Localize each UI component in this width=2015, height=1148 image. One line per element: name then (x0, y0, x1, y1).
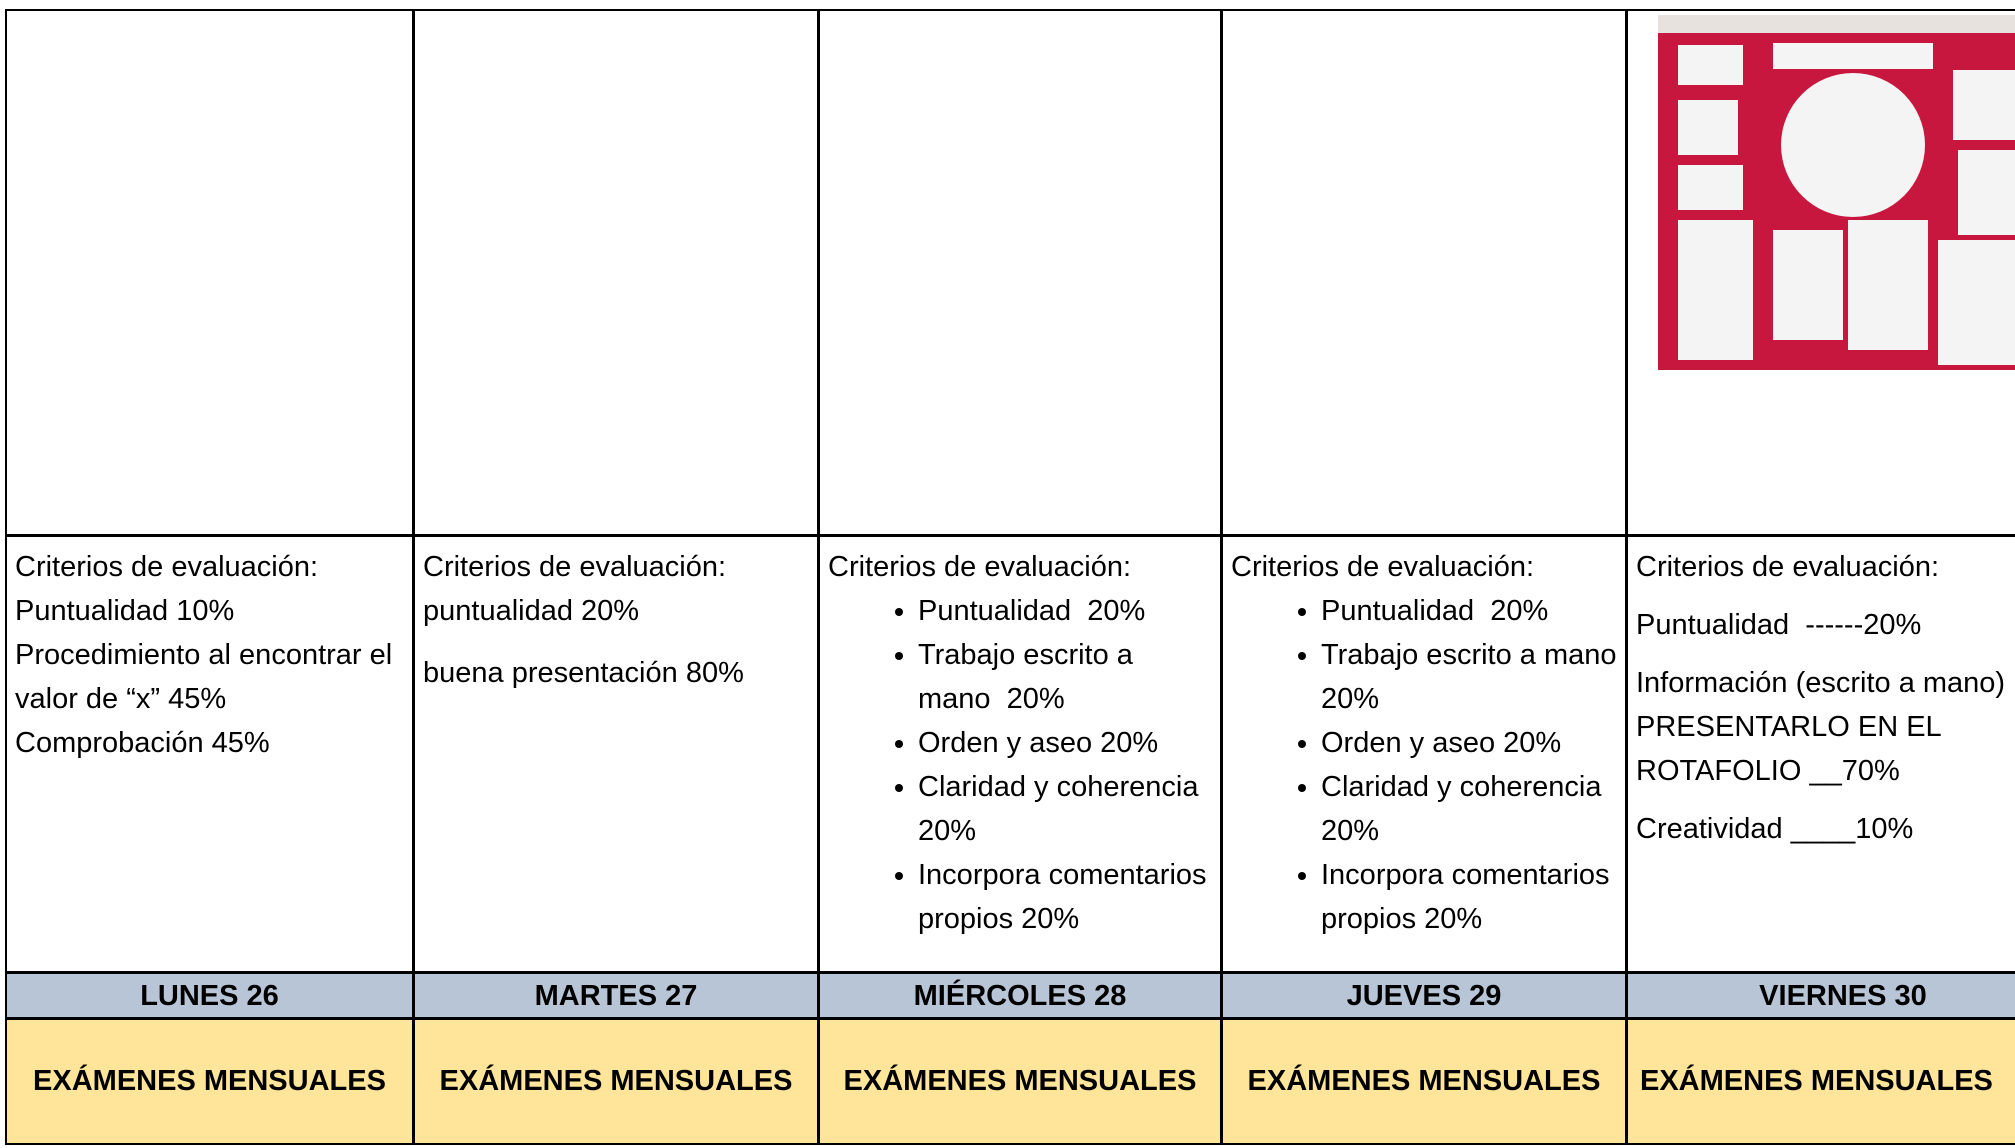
criteria-list: Puntualidad 20%Trabajo escrito a mano 20… (1231, 589, 1617, 941)
image-cell (413, 9, 819, 536)
criteria-item: Trabajo escrito a mano 20% (918, 633, 1212, 721)
criteria-line: Información (escrito a mano) PRESENTARLO… (1636, 667, 2014, 787)
exam-cell: EXÁMENES MENSUALES (5, 1018, 414, 1145)
day-header: VIERNES 30 (1626, 972, 2015, 1019)
criteria-heading: Criterios de evaluación: (828, 551, 1132, 583)
exam-text: EXÁMENES MENSUALES (439, 1065, 793, 1097)
criteria-cell: Criterios de evaluación: Puntualidad ----… (1626, 535, 2015, 973)
criteria-list: Puntualidad 20%Trabajo escrito a mano 20… (828, 589, 1212, 941)
criteria-item: Claridad y coherencia 20% (918, 765, 1212, 853)
criteria-line: Puntualidad 10% (15, 595, 235, 627)
criteria-item: Trabajo escrito a mano 20% (1321, 633, 1617, 721)
day-header: JUEVES 29 (1221, 972, 1627, 1019)
criteria-line: Procedimiento al encontrar el valor de “… (15, 639, 401, 715)
image-cell (5, 9, 414, 536)
day-header: MARTES 27 (413, 972, 819, 1019)
criteria-heading: Criterios de evaluación: (1636, 551, 1940, 583)
exam-text: EXÁMENES MENSUALES (33, 1065, 386, 1097)
criteria-item: Orden y aseo 20% (1321, 721, 1617, 765)
exam-text: EXÁMENES MENSUALES (1640, 1065, 1993, 1097)
criteria-heading: Criterios de evaluación: (15, 551, 319, 583)
exam-cell: EXÁMENES MENSUALES (1626, 1018, 2015, 1145)
criteria-cell: Criterios de evaluación: puntualidad 20% b… (413, 535, 819, 973)
criteria-line: Comprobación 45% (15, 727, 270, 759)
exam-cell: EXÁMENES MENSUALES (818, 1018, 1222, 1145)
exam-cell: EXÁMENES MENSUALES (413, 1018, 819, 1145)
criteria-heading: Criterios de evaluación: (423, 551, 727, 583)
exam-cell: EXÁMENES MENSUALES (1221, 1018, 1627, 1145)
image-cell (1221, 9, 1627, 536)
criteria-line: Puntualidad ------20% (1636, 609, 1922, 641)
criteria-line: puntualidad 20% (423, 595, 640, 627)
criteria-item: Claridad y coherencia 20% (1321, 765, 1617, 853)
criteria-heading: Criterios de evaluación: (1231, 551, 1535, 583)
criteria-cell: Criterios de evaluación: Puntualidad 20%T… (1221, 535, 1627, 973)
day-header: LUNES 26 (5, 972, 414, 1019)
exam-text: EXÁMENES MENSUALES (1247, 1065, 1601, 1097)
criteria-item: Incorpora comentarios propios 20% (918, 853, 1212, 941)
image-cell (818, 9, 1222, 536)
criteria-item: Puntualidad 20% (1321, 589, 1617, 633)
criteria-item: Puntualidad 20% (918, 589, 1212, 633)
day-header: MIÉRCOLES 28 (818, 972, 1222, 1019)
criteria-item: Incorpora comentarios propios 20% (1321, 853, 1617, 941)
criteria-line: buena presentación 80% (423, 657, 744, 689)
criteria-cell: Criterios de evaluación: Puntualidad 20%T… (818, 535, 1222, 973)
criteria-item: Orden y aseo 20% (918, 721, 1212, 765)
exam-text: EXÁMENES MENSUALES (843, 1065, 1197, 1097)
criteria-cell: Criterios de evaluación: Puntualidad 10% P… (5, 535, 414, 973)
criteria-line: Creatividad ____10% (1636, 813, 1914, 845)
project-board-photo (1658, 15, 2015, 370)
